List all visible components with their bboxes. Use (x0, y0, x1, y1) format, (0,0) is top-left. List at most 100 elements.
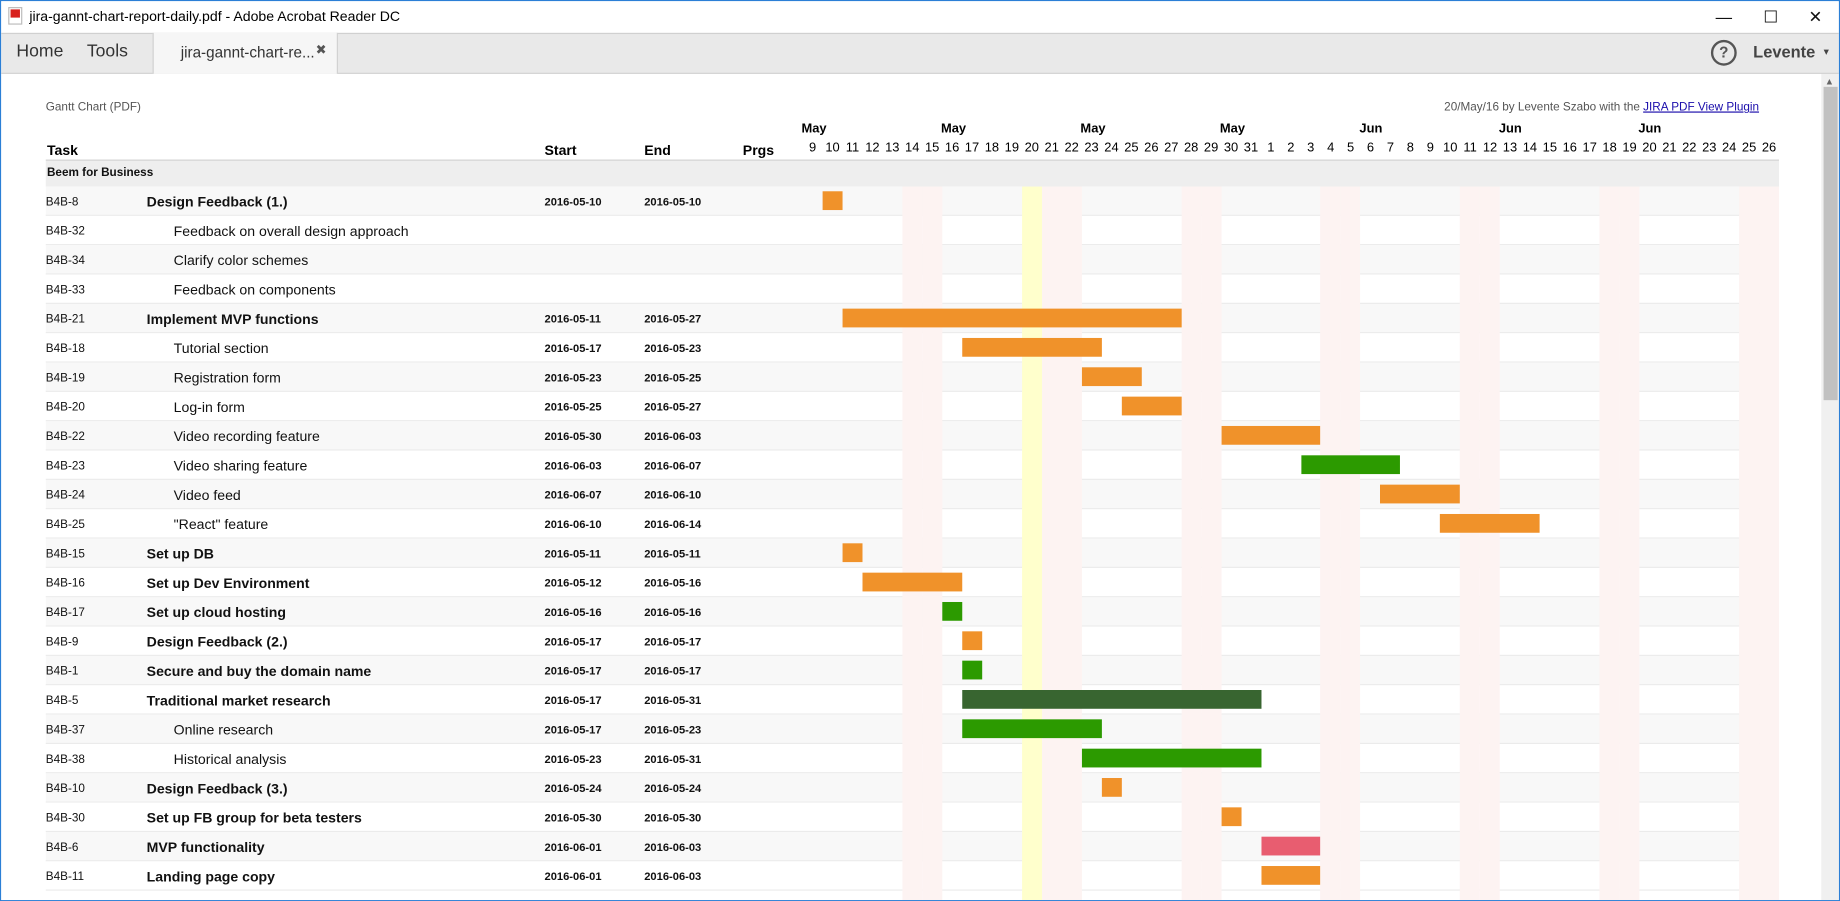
task-id[interactable]: B4B-37 (45, 724, 85, 737)
gantt-bar[interactable] (1101, 778, 1122, 797)
gantt-bar[interactable] (962, 660, 982, 680)
task-name[interactable]: Set up DB (146, 545, 214, 563)
task-id[interactable]: B4B-10 (45, 782, 85, 796)
month-label: May (1080, 122, 1106, 137)
maximize-button[interactable]: ☐ (1763, 7, 1779, 26)
task-id[interactable]: B4B-21 (45, 313, 85, 327)
gantt-bar[interactable] (1121, 396, 1182, 416)
task-name[interactable]: Registration form (173, 369, 281, 387)
gantt-bar[interactable] (1440, 513, 1540, 533)
scrollbar-thumb[interactable] (1823, 86, 1838, 401)
gantt-bar[interactable] (1081, 367, 1142, 387)
task-name[interactable]: Historical analysis (173, 751, 287, 768)
gantt-bar[interactable] (1081, 748, 1261, 768)
month-label: May (940, 122, 967, 137)
start-date: 2016-06-01 (544, 870, 602, 884)
task-name[interactable]: Feedback on overall design approach (173, 222, 409, 240)
task-id[interactable]: B4B-9 (45, 636, 79, 649)
day-label: 13 (1502, 140, 1518, 155)
chevron-down-icon[interactable]: ▾ (1823, 45, 1829, 58)
document-tab[interactable]: jira-gannt-chart-re... ✖ (152, 32, 338, 74)
task-name[interactable]: Set up Dev Environment (146, 575, 310, 592)
task-id[interactable]: B4B-33 (45, 283, 85, 297)
gantt-bar[interactable] (942, 601, 963, 621)
task-name[interactable]: Clarify color schemes (173, 252, 309, 269)
gantt-bar[interactable] (862, 572, 963, 592)
start-date: 2016-05-17 (544, 694, 602, 708)
plugin-link[interactable]: JIRA PDF View Plugin (1643, 100, 1760, 114)
task-id[interactable]: B4B-19 (45, 371, 85, 385)
weekend-column (1759, 186, 1780, 901)
start-date: 2016-06-10 (544, 518, 602, 532)
task-id[interactable]: B4B-25 (45, 518, 85, 532)
day-label: 18 (1602, 140, 1617, 155)
task-name[interactable]: Video sharing feature (173, 457, 308, 475)
task-id[interactable]: B4B-34 (45, 254, 85, 268)
weekend-column (1460, 186, 1481, 901)
task-id[interactable]: B4B-16 (45, 577, 85, 591)
task-name[interactable]: "React" feature (173, 516, 269, 533)
task-name[interactable]: Feedback on components (173, 281, 336, 299)
gantt-bar[interactable] (962, 631, 982, 651)
end-date: 2016-05-31 (644, 694, 702, 708)
start-date: 2016-05-11 (544, 313, 601, 327)
task-name[interactable]: Online research (173, 721, 274, 739)
task-id[interactable]: B4B-6 (45, 841, 79, 855)
task-id[interactable]: B4B-23 (45, 460, 85, 473)
task-name[interactable]: Traditional market research (146, 692, 331, 709)
task-id[interactable]: B4B-15 (45, 548, 85, 561)
task-name[interactable]: Video recording feature (173, 428, 320, 445)
gantt-bar[interactable] (1380, 484, 1461, 504)
vertical-scrollbar[interactable]: ▲ (1821, 73, 1839, 901)
task-row-content: B4B-21 Implement MVP functions 2016-05-11 2… (46, 304, 1779, 333)
task-id[interactable]: B4B-22 (45, 430, 85, 444)
help-icon[interactable]: ? (1710, 39, 1737, 66)
gantt-bar[interactable] (962, 337, 1102, 357)
tools-tab[interactable]: Tools (86, 41, 128, 62)
task-id[interactable]: B4B-38 (45, 753, 85, 767)
gantt-bar[interactable] (962, 690, 1261, 709)
user-menu[interactable]: Levente (1753, 42, 1816, 62)
task-name[interactable]: Log-in form (173, 398, 245, 416)
gantt-bar[interactable] (822, 191, 843, 211)
end-column-header: End (644, 141, 671, 159)
task-name[interactable]: Landing page copy (146, 868, 275, 885)
task-id[interactable]: B4B-5 (45, 694, 79, 708)
scroll-up-icon[interactable]: ▲ (1824, 76, 1835, 87)
title-bar: jira-gannt-chart-report-daily.pdf - Adob… (1, 1, 1839, 33)
task-name[interactable]: Set up cloud hosting (146, 604, 286, 621)
task-name[interactable]: Set up FB group for beta testers (146, 809, 362, 827)
task-name[interactable]: Design Feedback (1.) (146, 193, 288, 211)
gantt-bar[interactable] (842, 308, 1182, 328)
end-date: 2016-05-17 (644, 665, 702, 679)
gantt-bar[interactable] (962, 719, 1102, 739)
gantt-bar[interactable] (1221, 425, 1321, 445)
gantt-bar[interactable] (1260, 836, 1321, 856)
task-name[interactable]: Secure and buy the domain name (146, 663, 372, 680)
task-id[interactable]: B4B-30 (45, 812, 85, 825)
task-id[interactable]: B4B-11 (45, 870, 85, 884)
task-id[interactable]: B4B-20 (45, 401, 85, 415)
task-name[interactable]: Video feed (173, 486, 241, 504)
task-id[interactable]: B4B-24 (45, 489, 85, 503)
task-id[interactable]: B4B-1 (45, 665, 79, 679)
task-name[interactable]: Implement MVP functions (146, 310, 319, 328)
close-button[interactable]: ✕ (1808, 7, 1823, 26)
gantt-bar[interactable] (1300, 455, 1401, 475)
gantt-bar[interactable] (1221, 807, 1241, 827)
task-id[interactable]: B4B-8 (45, 195, 79, 209)
task-id[interactable]: B4B-17 (45, 606, 85, 620)
task-name[interactable]: Design Feedback (2.) (146, 633, 288, 651)
task-name[interactable]: Design Feedback (3.) (146, 780, 288, 797)
task-name[interactable]: MVP functionality (146, 839, 265, 856)
task-id[interactable]: B4B-32 (45, 225, 85, 239)
close-tab-icon[interactable]: ✖ (315, 43, 327, 58)
gantt-bar[interactable] (842, 543, 863, 563)
task-id[interactable]: B4B-18 (45, 342, 85, 356)
task-name[interactable]: Tutorial section (173, 340, 269, 357)
minimize-button[interactable]: — (1715, 7, 1733, 26)
home-tab[interactable]: Home (16, 41, 64, 62)
gantt-bar[interactable] (1260, 866, 1321, 885)
end-date: 2016-05-25 (644, 371, 702, 385)
day-label: 13 (885, 140, 900, 155)
